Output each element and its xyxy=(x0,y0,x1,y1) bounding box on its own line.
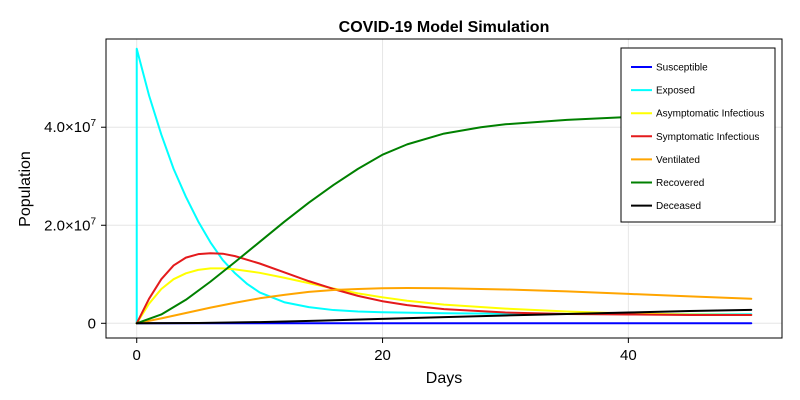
legend-label-ventilated: Ventilated xyxy=(656,155,700,166)
legend-label-asymptomatic-infectious: Asymptomatic Infectious xyxy=(656,109,764,120)
series-line-ventilated xyxy=(135,287,753,325)
series-line-recovered xyxy=(135,113,753,325)
legend-label-exposed: Exposed xyxy=(656,86,695,97)
series-line-asymptomatic-infectious xyxy=(135,267,753,325)
series-line-exposed xyxy=(135,47,753,325)
x-tick-label: 0 xyxy=(133,347,141,364)
legend-label-symptomatic-infectious: Symptomatic Infectious xyxy=(656,132,759,143)
axis-ticks: 0 20 40 0 2.0×107 4.0×107 xyxy=(44,118,637,364)
x-tick-label: 20 xyxy=(374,347,391,364)
series-line-symptomatic-infectious xyxy=(135,252,753,325)
x-axis-label: Days xyxy=(426,370,462,387)
plot-lines xyxy=(135,47,753,325)
y-tick-label: 0 xyxy=(88,315,96,332)
legend-label-recovered: Recovered xyxy=(656,178,704,189)
y-axis-label: Population xyxy=(17,151,34,227)
x-tick-label: 40 xyxy=(620,347,637,364)
legend-label-susceptible: Susceptible xyxy=(656,63,708,74)
series-line-deceased xyxy=(135,308,753,325)
legend-label-deceased: Deceased xyxy=(656,201,701,212)
legend-box xyxy=(620,47,776,223)
plot-frame xyxy=(105,38,783,339)
y-tick-label: 4.0×107 xyxy=(44,118,96,136)
y-tick-label: 2.0×107 xyxy=(44,216,96,234)
chart-title: COVID-19 Model Simulation xyxy=(339,19,550,36)
legend: Susceptible Exposed Asymptomatic Infectiou… xyxy=(620,47,776,223)
